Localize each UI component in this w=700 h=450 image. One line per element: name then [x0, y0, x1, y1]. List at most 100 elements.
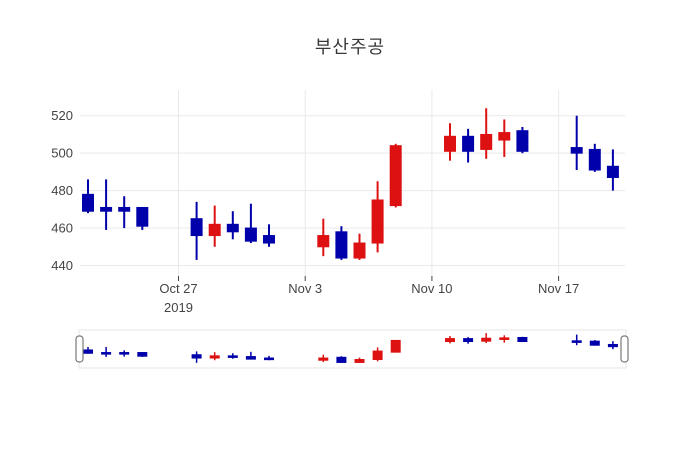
candle-body [119, 352, 130, 355]
candle-nov-20 [606, 149, 619, 191]
candle-nov-1 [263, 224, 275, 247]
candle-oct-24 [119, 350, 130, 357]
candle-nov-13 [481, 333, 492, 343]
candle-nov-15 [517, 336, 528, 343]
candle-nov-14 [499, 335, 510, 343]
candle-body [517, 337, 528, 343]
candle-nov-11 [445, 336, 455, 344]
chart-title: 부산주공 [314, 37, 386, 57]
rangeslider-handle-right[interactable] [620, 335, 629, 363]
candle-body [463, 338, 474, 343]
candle-oct-28 [190, 201, 203, 260]
candle-nov-19 [588, 143, 601, 172]
candle-oct-31 [244, 203, 257, 244]
main-plot-area[interactable] [80, 75, 625, 276]
candle-body [118, 206, 131, 212]
candle-nov-14 [498, 119, 511, 157]
candle-body [607, 343, 618, 348]
candle-oct-22 [82, 179, 94, 214]
candle-body [263, 235, 275, 244]
candle-body [101, 352, 112, 355]
candle-body [227, 355, 238, 358]
candle-body [353, 242, 366, 259]
candle-body [462, 135, 475, 152]
candle-body [516, 130, 529, 152]
candle-oct-25 [136, 206, 149, 230]
main-candles [82, 108, 619, 260]
candle-body [335, 231, 348, 259]
candle-body [317, 235, 330, 248]
candle-body [498, 132, 511, 141]
x-tick-label: Nov 17 [538, 281, 579, 296]
candle-nov-18 [570, 115, 583, 171]
y-tick-label: 520 [51, 108, 73, 123]
candle-body [244, 227, 257, 242]
rangeslider [75, 329, 629, 369]
candle-nov-5 [335, 226, 348, 260]
x-tick-label: Oct 27 [159, 281, 197, 296]
candle-body [589, 340, 600, 346]
candle-body [137, 352, 148, 357]
candle-body [82, 193, 94, 212]
candle-nov-8 [390, 339, 401, 353]
rangeslider-handle-left[interactable] [75, 335, 84, 363]
candle-body [336, 356, 347, 363]
y-tick-label: 480 [51, 183, 73, 198]
candle-oct-29 [208, 205, 221, 247]
candle-oct-23 [100, 179, 113, 230]
candle-body [318, 357, 329, 361]
candle-oct-24 [118, 196, 131, 229]
rangeslider-track[interactable] [78, 329, 627, 369]
candle-body [226, 223, 239, 233]
candle-body [245, 356, 256, 360]
candle-nov-7 [371, 181, 384, 253]
candle-nov-12 [463, 337, 474, 344]
candle-body [481, 337, 492, 342]
candle-nov-15 [516, 126, 529, 154]
candle-oct-23 [101, 347, 112, 357]
candle-nov-8 [389, 143, 402, 208]
candle-nov-6 [354, 357, 365, 363]
candle-nov-20 [607, 341, 618, 350]
candle-body [445, 338, 455, 343]
x-tick-label: Nov 3 [288, 281, 322, 296]
y-tick-label: 440 [51, 258, 73, 273]
candle-nov-5 [336, 356, 347, 363]
candle-body [480, 133, 493, 150]
candle-oct-28 [191, 351, 202, 363]
candle-oct-25 [137, 352, 148, 357]
candle-body [191, 354, 202, 359]
candle-nov-12 [462, 128, 475, 163]
candle-nov-6 [353, 233, 366, 260]
candle-body [588, 148, 601, 171]
candle-nov-11 [444, 123, 456, 161]
candle-body [354, 359, 365, 363]
candle-body [136, 206, 149, 227]
y-tick-label: 460 [51, 221, 73, 236]
candle-body [570, 147, 583, 154]
candle-body [571, 340, 582, 343]
candle-body [208, 223, 221, 237]
candle-body [264, 357, 274, 361]
candle-body [499, 337, 510, 340]
candle-nov-4 [317, 218, 330, 257]
candle-body [444, 135, 456, 152]
candle-oct-29 [209, 352, 220, 361]
y-tick-label: 500 [51, 146, 73, 161]
candle-nov-4 [318, 354, 329, 363]
candle-nov-19 [589, 340, 600, 346]
candle-body [372, 350, 383, 361]
candle-oct-30 [226, 211, 239, 240]
candle-body [606, 165, 619, 179]
gridlines: 440 460 480 500 520 Oct 27 2019 Nov 3 Nov 10 Nov … [51, 90, 625, 315]
candle-body [371, 199, 384, 244]
x-tick-label: Nov 10 [411, 281, 452, 296]
candle-body [390, 339, 401, 353]
candle-oct-30 [227, 353, 238, 359]
candle-body [389, 145, 402, 207]
candle-nov-7 [372, 347, 383, 362]
candle-nov-13 [480, 108, 493, 159]
candle-nov-18 [571, 334, 582, 346]
candle-body [190, 218, 203, 237]
